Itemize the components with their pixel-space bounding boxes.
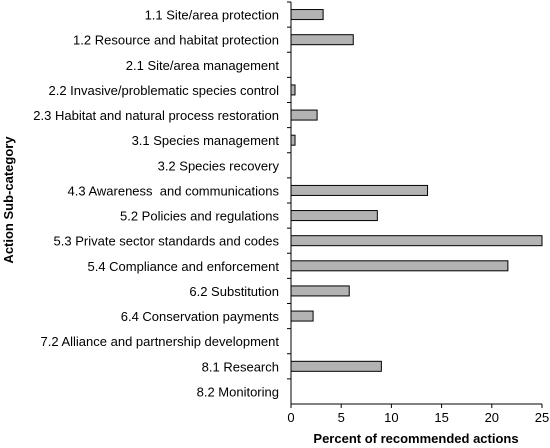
- bar: [290, 84, 296, 96]
- axes: [287, 1, 543, 408]
- bar: [290, 210, 378, 222]
- x-axis-label: Percent of recommended actions: [313, 431, 518, 446]
- category-label: 1.2 Resource and habitat protection: [73, 33, 279, 48]
- y-axis-label: Action Sub-category: [1, 136, 16, 264]
- bar: [290, 360, 382, 372]
- category-label: 2.1 Site/area management: [126, 58, 280, 73]
- bars: [290, 9, 543, 372]
- bar: [290, 134, 296, 146]
- category-label: 5.3 Private sector standards and codes: [54, 234, 280, 249]
- x-tick-labels: 0 5 10 15 20 25: [287, 410, 549, 425]
- x-tick-label: 5: [338, 410, 345, 425]
- x-tick-label: 20: [485, 410, 499, 425]
- bar: [290, 310, 314, 322]
- bar: [290, 285, 350, 297]
- category-labels: 1.1 Site/area protection 1.2 Resource and…: [33, 8, 279, 400]
- bar: [290, 109, 318, 121]
- category-label: 8.2 Monitoring: [197, 384, 279, 399]
- bar: [290, 34, 354, 46]
- x-tick-label: 15: [434, 410, 448, 425]
- x-tick-label: 25: [535, 410, 549, 425]
- category-label: 5.4 Compliance and enforcement: [87, 259, 279, 274]
- category-label: 3.1 Species management: [132, 133, 280, 148]
- x-tick-label: 10: [384, 410, 398, 425]
- category-label: 6.4 Conservation payments: [121, 309, 280, 324]
- x-tick-label: 0: [287, 410, 294, 425]
- category-label: 5.2 Policies and regulations: [120, 209, 279, 224]
- category-label: 6.2 Substitution: [189, 284, 279, 299]
- category-label: 8.1 Research: [202, 359, 279, 374]
- bar: [290, 260, 509, 272]
- bar: [290, 235, 543, 247]
- bar: [290, 9, 324, 21]
- bar: [290, 184, 429, 196]
- category-label: 7.2 Alliance and partnership development: [41, 334, 280, 349]
- category-label: 1.1 Site/area protection: [145, 8, 279, 23]
- category-label: 2.2 Invasive/problematic species control: [48, 83, 279, 98]
- category-label: 4.3 Awareness and communications: [68, 183, 280, 198]
- category-label: 3.2 Species recovery: [158, 158, 280, 173]
- category-label: 2.3 Habitat and natural process restorat…: [33, 108, 279, 123]
